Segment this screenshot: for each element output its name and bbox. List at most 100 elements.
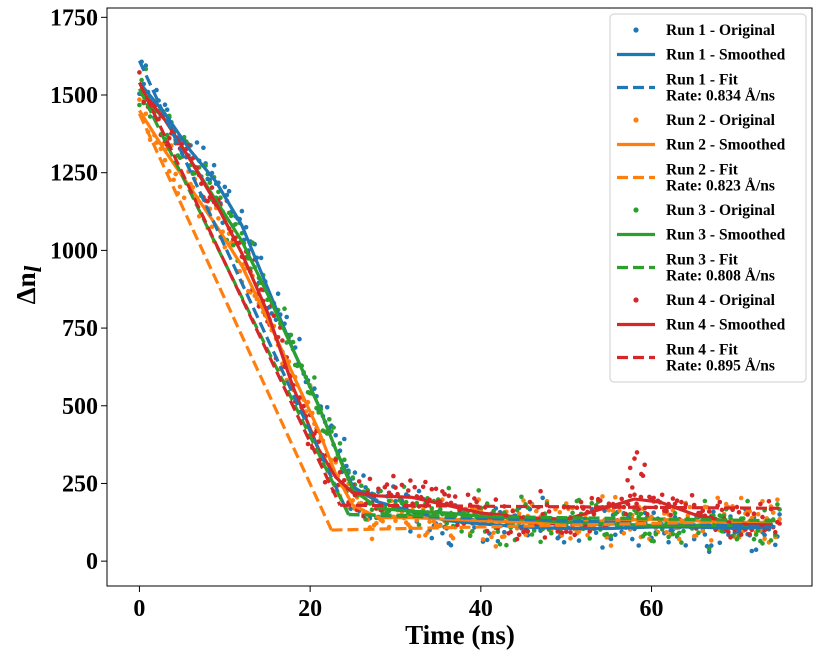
- data-point: [717, 540, 723, 546]
- data-point: [561, 540, 567, 545]
- data-point: [459, 529, 464, 534]
- data-point: [570, 510, 575, 516]
- data-point: [726, 529, 731, 535]
- data-point: [734, 504, 740, 510]
- data-point: [367, 476, 373, 482]
- data-point: [258, 255, 264, 261]
- y-tick-label: 750: [62, 316, 98, 342]
- legend-label-fit: Run 1 - Fit: [666, 72, 739, 89]
- legend-label-smoothed: Run 1 - Smoothed: [666, 47, 786, 64]
- x-tick-label: 60: [640, 596, 664, 622]
- data-point: [427, 519, 432, 524]
- data-point: [393, 518, 398, 523]
- y-tick-label: 1750: [50, 5, 98, 31]
- data-point: [632, 492, 637, 498]
- data-point: [386, 498, 392, 504]
- data-point: [205, 198, 210, 204]
- data-point: [625, 478, 630, 483]
- data-point: [288, 332, 294, 338]
- data-point: [408, 478, 413, 483]
- data-point: [531, 528, 537, 533]
- data-point: [762, 536, 767, 542]
- data-point: [516, 511, 522, 517]
- data-point: [634, 510, 639, 516]
- data-point: [760, 514, 765, 520]
- legend-label-smoothed: Run 2 - Smoothed: [666, 137, 786, 154]
- data-point: [555, 529, 560, 534]
- data-point: [171, 177, 176, 183]
- data-point: [143, 111, 149, 117]
- data-point: [766, 499, 772, 504]
- data-point: [337, 441, 343, 446]
- data-point: [414, 500, 420, 506]
- data-point: [423, 479, 428, 485]
- data-point: [173, 171, 178, 177]
- data-point: [348, 506, 354, 512]
- data-point: [627, 512, 633, 517]
- legend-label-rate: Rate: 0.895 Å/ns: [666, 358, 775, 375]
- data-point: [608, 543, 614, 548]
- data-point: [243, 224, 249, 230]
- data-point: [502, 534, 507, 539]
- data-point: [647, 531, 652, 537]
- data-point: [668, 512, 673, 518]
- data-point: [196, 214, 202, 219]
- data-point: [495, 529, 501, 534]
- data-point: [493, 544, 499, 549]
- data-point: [162, 102, 168, 107]
- data-point: [568, 536, 573, 541]
- data-point: [563, 529, 569, 534]
- data-point: [137, 70, 142, 75]
- data-point: [342, 436, 347, 442]
- data-point: [271, 313, 277, 319]
- data-point: [282, 306, 287, 312]
- data-point: [773, 542, 778, 548]
- data-point: [147, 114, 153, 119]
- data-point: [177, 155, 183, 161]
- data-point: [627, 465, 633, 471]
- data-point: [141, 99, 146, 105]
- data-point: [728, 535, 733, 540]
- data-point: [416, 488, 422, 494]
- data-point: [342, 457, 347, 463]
- data-point: [598, 498, 603, 503]
- data-point: [352, 470, 358, 475]
- data-point: [467, 533, 473, 539]
- data-point: [627, 493, 633, 499]
- data-point: [258, 287, 264, 292]
- legend-label-fit: Run 2 - Fit: [666, 162, 739, 179]
- data-point: [630, 536, 635, 542]
- data-point: [610, 508, 616, 513]
- data-point: [775, 502, 780, 507]
- data-point: [559, 530, 565, 535]
- data-point: [747, 532, 752, 537]
- data-point: [209, 224, 215, 230]
- data-point: [700, 508, 706, 514]
- data-point: [514, 507, 520, 513]
- data-point: [542, 535, 548, 540]
- data-point: [497, 542, 503, 547]
- data-point: [167, 136, 172, 141]
- data-point: [504, 542, 509, 548]
- y-tick-label: 250: [62, 471, 98, 497]
- data-point: [621, 531, 627, 536]
- data-point: [250, 240, 255, 245]
- data-point: [280, 338, 285, 343]
- legend-label-original: Run 2 - Original: [666, 112, 776, 129]
- data-point: [702, 498, 708, 504]
- data-point: [337, 469, 343, 475]
- data-point: [194, 140, 200, 145]
- data-point: [587, 536, 592, 541]
- data-point: [709, 538, 714, 543]
- legend-marker-original: [633, 207, 639, 213]
- data-point: [164, 107, 170, 112]
- data-point: [589, 495, 595, 501]
- data-point: [679, 540, 684, 545]
- data-point: [399, 500, 405, 506]
- legend-label-original: Run 3 - Original: [666, 202, 776, 219]
- data-point: [755, 511, 761, 517]
- data-point: [384, 482, 390, 487]
- data-point: [702, 532, 708, 537]
- data-point: [359, 483, 364, 489]
- data-point: [403, 499, 409, 505]
